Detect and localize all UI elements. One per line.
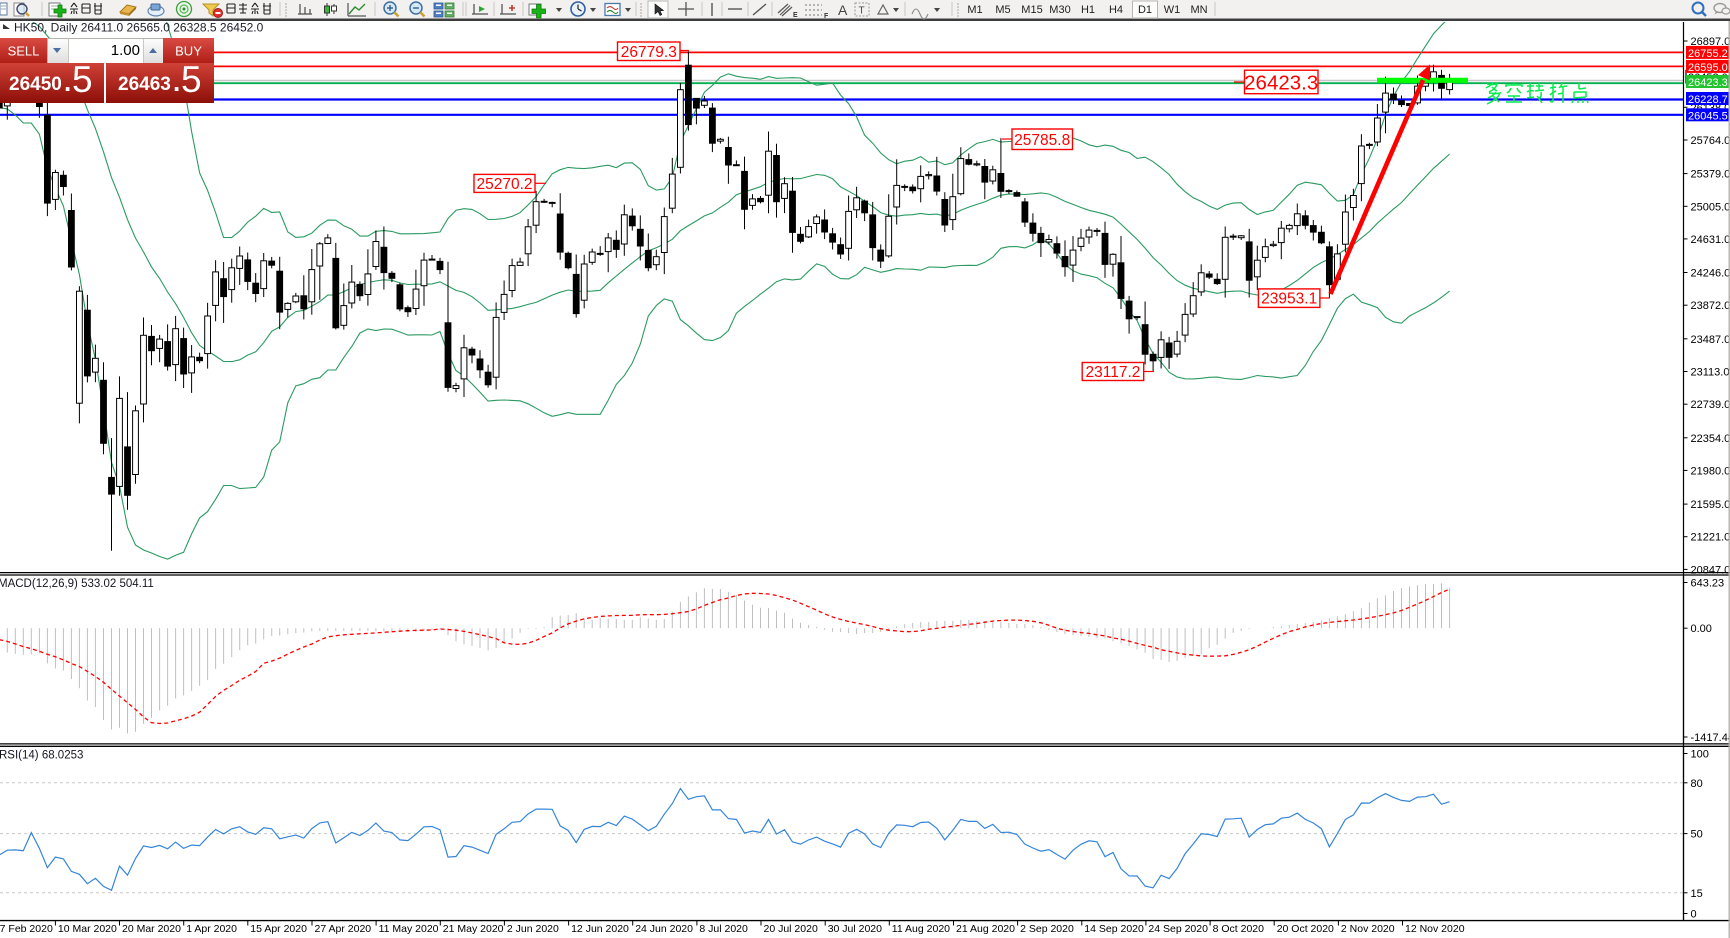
svg-text:23953.1: 23953.1 xyxy=(1261,291,1317,308)
svg-text:21221.0: 21221.0 xyxy=(1691,532,1730,544)
svg-text:24 Jun 2020: 24 Jun 2020 xyxy=(635,923,693,935)
svg-text:26897.0: 26897.0 xyxy=(1691,36,1730,48)
svg-text:2 Sep 2020: 2 Sep 2020 xyxy=(1020,923,1074,935)
svg-text:12 Jun 2020: 12 Jun 2020 xyxy=(571,923,629,935)
svg-text:12 Nov 2020: 12 Nov 2020 xyxy=(1405,923,1465,935)
svg-text:M1: M1 xyxy=(967,4,982,16)
svg-text:E: E xyxy=(793,12,798,19)
svg-text:10 Mar 2020: 10 Mar 2020 xyxy=(58,923,117,935)
svg-text:2 Nov 2020: 2 Nov 2020 xyxy=(1341,923,1395,935)
svg-text:HK50, Daily 26411.0 26565.0 2: HK50, Daily 26411.0 26565.0 26328.5 2645… xyxy=(14,21,264,35)
svg-text:26228.7: 26228.7 xyxy=(1688,94,1728,106)
svg-text:23117.2: 23117.2 xyxy=(1086,364,1141,381)
svg-text:24246.0: 24246.0 xyxy=(1691,268,1730,280)
svg-text:27 Apr 2020: 27 Apr 2020 xyxy=(315,923,372,935)
svg-text:50: 50 xyxy=(1691,829,1703,841)
svg-text:14 Sep 2020: 14 Sep 2020 xyxy=(1084,923,1144,935)
svg-text:0: 0 xyxy=(1691,909,1697,921)
svg-text:21980.0: 21980.0 xyxy=(1691,465,1730,477)
svg-text:20 Jul 2020: 20 Jul 2020 xyxy=(764,923,818,935)
svg-text:643.23: 643.23 xyxy=(1691,578,1725,590)
svg-text:21595.0: 21595.0 xyxy=(1691,499,1730,511)
svg-text:11 Aug 2020: 11 Aug 2020 xyxy=(892,923,950,935)
svg-text:MACD(12,26,9) 533.02 504.11: MACD(12,26,9) 533.02 504.11 xyxy=(0,578,154,590)
svg-text:H1: H1 xyxy=(1081,4,1095,16)
svg-text:27 Feb 2020: 27 Feb 2020 xyxy=(0,923,53,935)
svg-text:23872.0: 23872.0 xyxy=(1691,300,1730,312)
svg-text:8 Oct 2020: 8 Oct 2020 xyxy=(1213,923,1265,935)
svg-text:2 Jun 2020: 2 Jun 2020 xyxy=(507,923,559,935)
svg-text:22739.0: 22739.0 xyxy=(1691,399,1730,411)
svg-text:20 Oct 2020: 20 Oct 2020 xyxy=(1277,923,1334,935)
svg-text:H4: H4 xyxy=(1109,4,1123,16)
svg-text:26423.3: 26423.3 xyxy=(1688,77,1728,89)
svg-text:25379.0: 25379.0 xyxy=(1691,169,1730,181)
svg-text:20 Mar 2020: 20 Mar 2020 xyxy=(122,923,181,935)
svg-text:F: F xyxy=(824,13,829,20)
svg-text:26755.2: 26755.2 xyxy=(1688,48,1728,60)
svg-text:26423.3: 26423.3 xyxy=(1244,71,1318,94)
svg-text:M15: M15 xyxy=(1021,4,1042,16)
svg-text:D1: D1 xyxy=(1138,4,1152,16)
svg-text:25005.0: 25005.0 xyxy=(1691,201,1730,213)
svg-text:24631.0: 24631.0 xyxy=(1691,234,1730,246)
svg-text:25764.0: 25764.0 xyxy=(1691,135,1730,147)
svg-text:W1: W1 xyxy=(1164,4,1181,16)
svg-text:11 May 2020: 11 May 2020 xyxy=(379,923,439,935)
svg-text:80: 80 xyxy=(1691,778,1703,790)
svg-text:RSI(14) 68.0253: RSI(14) 68.0253 xyxy=(0,750,83,762)
svg-text:23487.0: 23487.0 xyxy=(1691,334,1730,346)
svg-text:15: 15 xyxy=(1691,888,1703,900)
svg-text:21 Aug 2020: 21 Aug 2020 xyxy=(956,923,1015,935)
svg-text:M30: M30 xyxy=(1049,4,1070,16)
svg-text:8 Jul 2020: 8 Jul 2020 xyxy=(699,923,748,935)
svg-text:24 Sep 2020: 24 Sep 2020 xyxy=(1148,923,1208,935)
svg-text:-1417.44: -1417.44 xyxy=(1691,732,1730,744)
svg-text:22354.0: 22354.0 xyxy=(1691,433,1730,445)
svg-text:M5: M5 xyxy=(995,4,1010,16)
svg-text:T: T xyxy=(859,6,865,17)
svg-text:15 Apr 2020: 15 Apr 2020 xyxy=(250,923,307,935)
svg-text:0.00: 0.00 xyxy=(1691,623,1712,635)
svg-text:21 May 2020: 21 May 2020 xyxy=(443,923,504,935)
svg-text:25785.8: 25785.8 xyxy=(1014,132,1070,149)
svg-text:MN: MN xyxy=(1190,4,1207,16)
svg-text:25270.2: 25270.2 xyxy=(476,176,532,193)
svg-text:26045.5: 26045.5 xyxy=(1688,110,1728,122)
svg-text:A: A xyxy=(838,2,848,18)
svg-text:20847.0: 20847.0 xyxy=(1691,564,1730,576)
svg-text:26779.3: 26779.3 xyxy=(621,44,677,61)
svg-text:30 Jul 2020: 30 Jul 2020 xyxy=(828,923,882,935)
svg-text:26595.0: 26595.0 xyxy=(1688,62,1728,74)
svg-text:100: 100 xyxy=(1691,749,1709,761)
svg-text:1 Apr 2020: 1 Apr 2020 xyxy=(186,923,237,935)
svg-text:23113.0: 23113.0 xyxy=(1691,367,1730,379)
